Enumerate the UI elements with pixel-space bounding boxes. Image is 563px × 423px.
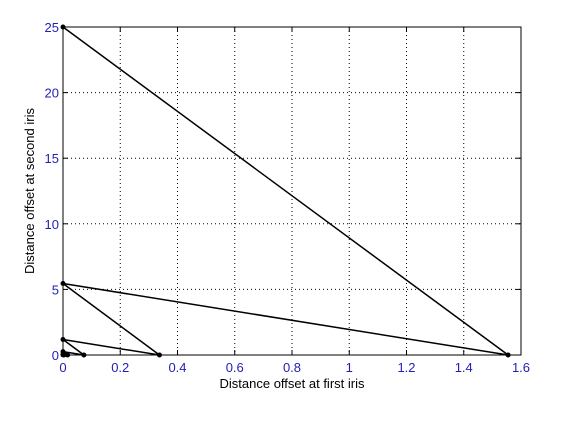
x-axis-label: Distance offset at first iris bbox=[220, 376, 365, 391]
y-tick-label: 0 bbox=[52, 348, 59, 363]
x-tick-label: 0 bbox=[59, 360, 66, 375]
y-tick-label: 10 bbox=[45, 217, 59, 232]
x-tick-label: 0.8 bbox=[283, 360, 301, 375]
data-point bbox=[60, 280, 66, 286]
x-tick-label: 1.6 bbox=[512, 360, 530, 375]
y-tick-label: 20 bbox=[45, 86, 59, 101]
x-tick-label: 0.2 bbox=[111, 360, 129, 375]
y-tick-label: 15 bbox=[45, 151, 59, 166]
data-series bbox=[60, 24, 511, 358]
data-point bbox=[60, 24, 66, 30]
y-tick-labels: 0 5 10 15 20 25 bbox=[45, 20, 59, 363]
x-tick-labels: 0 0.2 0.4 0.6 0.8 1 1.2 1.4 1.6 bbox=[59, 360, 530, 375]
data-point bbox=[505, 352, 511, 358]
data-point bbox=[81, 352, 87, 358]
x-tick-label: 1 bbox=[346, 360, 353, 375]
data-point bbox=[65, 352, 71, 358]
grid-lines bbox=[63, 27, 521, 355]
x-tick-label: 0.6 bbox=[226, 360, 244, 375]
y-axis-label: Distance offset at second iris bbox=[22, 108, 37, 274]
y-tick-label: 25 bbox=[45, 20, 59, 35]
y-tick-label: 5 bbox=[52, 282, 59, 297]
x-tick-label: 1.4 bbox=[455, 360, 473, 375]
x-tick-label: 1.2 bbox=[397, 360, 415, 375]
data-point bbox=[156, 352, 162, 358]
x-tick-label: 0.4 bbox=[168, 360, 186, 375]
series-line bbox=[62, 26, 509, 356]
data-point bbox=[60, 337, 66, 343]
data-point bbox=[60, 352, 66, 358]
